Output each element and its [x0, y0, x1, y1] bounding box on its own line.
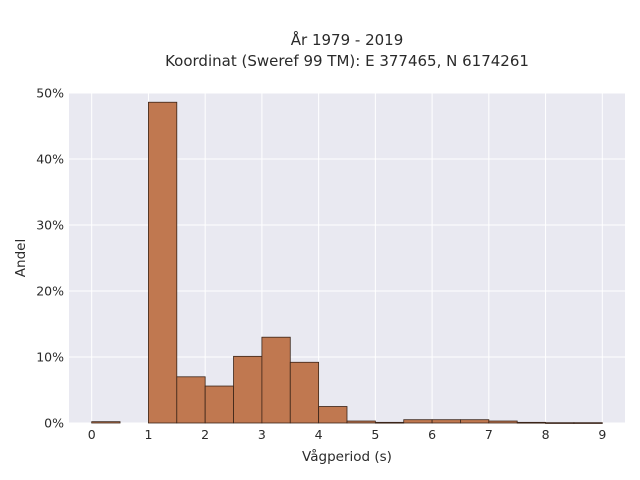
y-tick-label: 0%: [44, 416, 64, 431]
y-tick-label: 40%: [36, 152, 64, 167]
x-tick-label: 0: [88, 427, 96, 442]
y-tick-label: 30%: [36, 218, 64, 233]
x-tick-label: 4: [315, 427, 323, 442]
x-axis-ticks: 0 1 2 3 4 5 6 7 8 9: [88, 427, 607, 442]
y-axis-label: Andel: [13, 239, 29, 277]
histogram-bar: [176, 376, 206, 424]
y-tick-label: 10%: [36, 350, 64, 365]
histogram-bar: [148, 101, 178, 424]
y-tick-label: 20%: [36, 284, 64, 299]
histogram-bar: [460, 419, 490, 424]
histogram-bar: [516, 421, 546, 424]
y-axis-ticks: 0% 10% 20% 30% 40% 50%: [36, 86, 64, 431]
histogram-bar: [204, 385, 234, 424]
y-tick-label: 50%: [36, 86, 64, 101]
chart-title-line2: Koordinat (Sweref 99 TM): E 377465, N 61…: [165, 52, 529, 70]
x-tick-label: 9: [598, 427, 606, 442]
x-tick-label: 6: [428, 427, 436, 442]
x-tick-label: 2: [201, 427, 209, 442]
histogram-bar: [374, 421, 405, 424]
x-tick-label: 5: [371, 427, 379, 442]
histogram-bar: [91, 421, 121, 424]
histogram-bar: [233, 355, 263, 424]
histogram-bar: [289, 361, 320, 424]
chart-title-line1: År 1979 - 2019: [291, 30, 404, 49]
histogram-bar: [573, 422, 603, 424]
histogram-bar: [431, 419, 461, 424]
histogram-bar: [488, 420, 518, 424]
x-tick-label: 1: [144, 427, 152, 442]
histogram-bar: [318, 406, 348, 424]
bars: [91, 101, 603, 424]
x-tick-label: 8: [542, 427, 550, 442]
x-tick-label: 3: [258, 427, 266, 442]
histogram-bar: [261, 336, 291, 424]
histogram-bar: [346, 420, 376, 424]
histogram-bar: [403, 419, 433, 424]
x-axis-label: Vågperiod (s): [302, 448, 392, 465]
histogram-bar: [545, 422, 575, 424]
x-tick-label: 7: [485, 427, 493, 442]
